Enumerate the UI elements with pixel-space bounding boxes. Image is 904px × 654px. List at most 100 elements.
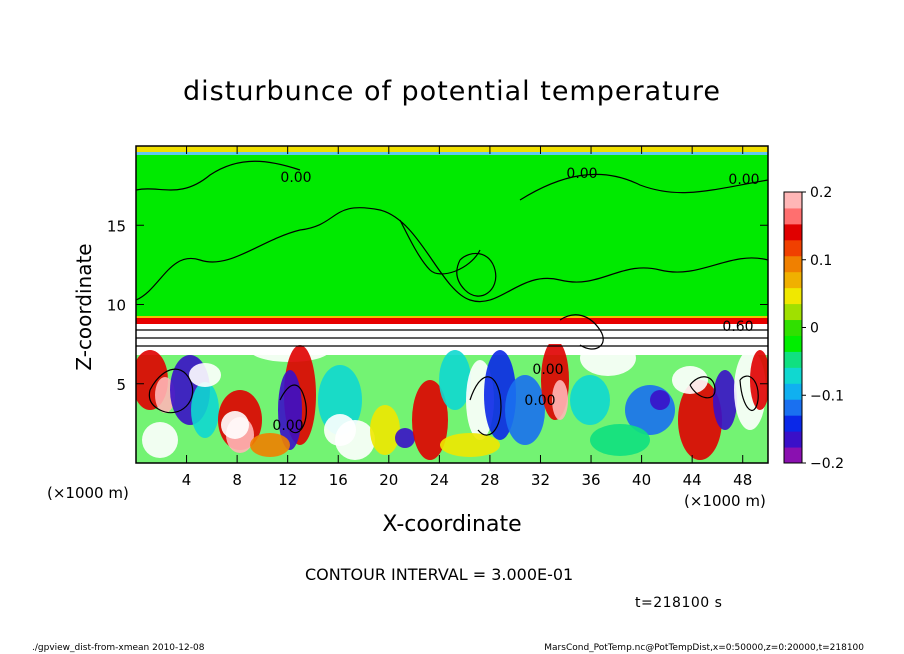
- contour-interval: CONTOUR INTERVAL = 3.000E-01: [305, 565, 574, 584]
- inversion-white-layer: [136, 322, 768, 344]
- contour-line: [148, 368, 194, 414]
- x-tick-label: 36: [581, 471, 600, 489]
- contour-label: 0.00: [728, 172, 759, 188]
- colorbar-segment: [784, 335, 802, 352]
- inversion-band-red: [136, 318, 768, 324]
- x-tick-label: 32: [531, 471, 550, 489]
- colorbar-segment: [784, 255, 802, 273]
- top-boundary-band-blue: [136, 152, 768, 155]
- field-blob: [552, 380, 568, 420]
- contour-label: 0.00: [272, 418, 303, 434]
- contour-line: [136, 207, 768, 303]
- lower-disturbance-field: [136, 322, 768, 463]
- field-blob: [650, 390, 670, 410]
- x-tick-label: 8: [232, 471, 242, 489]
- colorbar-tick-label: 0: [810, 321, 819, 337]
- colorbar-segment: [784, 399, 802, 416]
- field-blob: [395, 428, 415, 448]
- colorbar-segment: [784, 431, 802, 448]
- top-boundary-band: [136, 146, 768, 154]
- x-tick-label: 28: [480, 471, 499, 489]
- colorbar: 0.2 0.1 0 −0.1 −0.2: [783, 185, 844, 472]
- field-blob: [278, 370, 302, 450]
- colorbar-segment: [784, 303, 802, 321]
- colorbar-segment: [784, 271, 802, 289]
- contour-line: [136, 160, 301, 191]
- field-blob: [590, 424, 650, 456]
- colorbar-segment: [784, 447, 802, 464]
- x-tick-label: 40: [632, 471, 651, 489]
- colorbar-segment: [784, 351, 802, 368]
- field-blob: [221, 411, 249, 439]
- footer-left: ./gpview_dist-from-xmean 2010-12-08: [32, 643, 205, 653]
- field-blob: [440, 433, 500, 457]
- x-tick-label: 16: [329, 471, 348, 489]
- contour-line: [689, 376, 716, 399]
- plot-area: [136, 146, 768, 463]
- contour-label-group: 0.00 0.00 0.00 0.60 0.00 0.00 0.00: [272, 166, 759, 434]
- field-blob: [570, 375, 610, 425]
- field-blob: [439, 350, 471, 410]
- x-tick-label: 24: [430, 471, 449, 489]
- colorbar-tick-label: 0.1: [810, 253, 832, 269]
- field-blob: [191, 382, 219, 438]
- field-blob: [672, 366, 708, 394]
- x-axis-label: X-coordinate: [382, 512, 522, 537]
- colorbar-segment: [784, 415, 802, 432]
- footer-right: MarsCond_PotTemp.nc@PotTempDist,x=0:5000…: [544, 643, 864, 653]
- contour-lines: [136, 160, 768, 436]
- y-axis-label: Z-coordinate: [72, 243, 96, 371]
- colorbar-segment: [784, 207, 802, 225]
- contour-label: 0.00: [524, 393, 555, 409]
- y-axis: 5 10 15: [107, 217, 768, 394]
- y-tick-label: 15: [107, 217, 126, 235]
- x-unit-left: (×1000 m): [47, 484, 129, 502]
- colorbar-tick-label: −0.1: [810, 388, 844, 404]
- field-blob: [142, 422, 178, 458]
- y-tick-label: 10: [107, 297, 126, 315]
- contour-line: [279, 384, 307, 434]
- contour-line: [469, 376, 502, 436]
- contour-line: [519, 173, 768, 201]
- field-blob: [713, 370, 737, 430]
- x-tick-label: 12: [278, 471, 297, 489]
- contour-line: [739, 375, 759, 411]
- contour-label: 0.00: [280, 170, 311, 186]
- x-tick-label: 4: [182, 471, 192, 489]
- colorbar-segment: [784, 383, 802, 400]
- contour-line: [559, 314, 604, 350]
- field-blob: [189, 363, 221, 387]
- y-tick-label: 5: [116, 376, 126, 394]
- x-tick-label: 20: [379, 471, 398, 489]
- colorbar-segment: [784, 287, 802, 305]
- field-blob: [324, 414, 356, 446]
- contour-line: [399, 219, 481, 275]
- chart-title: disturbunce of potential temperature: [183, 76, 721, 107]
- colorbar-segment: [784, 223, 802, 241]
- x-tick-label: 48: [733, 471, 752, 489]
- colorbar-tick-label: 0.2: [810, 185, 832, 201]
- field-blob: [412, 380, 448, 460]
- colorbar-tick-label: −0.2: [810, 456, 844, 472]
- colorbar-segment: [784, 319, 802, 336]
- colorbar-segment: [784, 367, 802, 384]
- contour-label: 0.60: [722, 319, 753, 335]
- contour-label: 0.00: [566, 166, 597, 182]
- field-blob: [678, 380, 722, 460]
- x-unit-right: (×1000 m): [684, 492, 766, 510]
- field-blob: [318, 365, 362, 435]
- contour-line: [456, 252, 497, 297]
- field-blob: [250, 433, 290, 457]
- field-blob: [750, 350, 768, 410]
- time-label: t=218100 s: [635, 595, 723, 611]
- inversion-band-yellow: [136, 316, 768, 318]
- x-tick-label: 44: [683, 471, 702, 489]
- colorbar-segment: [784, 239, 802, 257]
- field-blob: [505, 375, 545, 445]
- field-blob: [155, 377, 175, 413]
- field-blob: [370, 405, 400, 455]
- contour-label: 0.00: [532, 362, 563, 378]
- x-axis: 4 8 12 16 20 24 28 32 36 40 44 48: [182, 146, 752, 489]
- colorbar-segment: [784, 192, 802, 209]
